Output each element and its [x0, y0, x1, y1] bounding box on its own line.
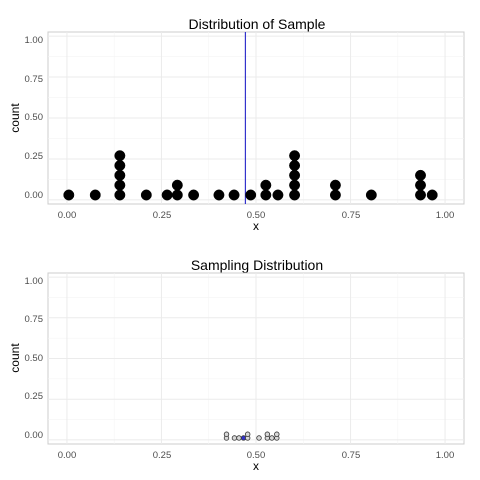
y-tick-label: 0.75	[25, 314, 44, 325]
gridlines	[48, 32, 464, 204]
x-tick-label: 0.50	[247, 450, 266, 461]
x-tick-labels: 0.00 0.25 0.50 0.75 1.00	[58, 450, 455, 461]
y-tick-label: 0.50	[25, 353, 44, 364]
data-dot	[171, 179, 183, 191]
data-dot	[264, 431, 271, 437]
data-dots	[223, 431, 280, 441]
data-dot	[188, 189, 200, 201]
data-dot	[329, 179, 341, 191]
data-dot	[161, 189, 173, 201]
x-tick-label: 0.75	[342, 450, 361, 461]
data-dot	[426, 189, 438, 201]
y-tick-label: 0.50	[25, 112, 44, 123]
data-dot	[213, 189, 225, 201]
chart-title: Distribution of Sample	[189, 16, 326, 32]
data-dot	[140, 189, 152, 201]
y-tick-label: 0.00	[25, 430, 44, 441]
data-dot	[415, 179, 426, 191]
x-axis-label: x	[253, 459, 259, 473]
data-dot	[274, 431, 280, 437]
data-dot	[228, 189, 240, 201]
data-dot	[272, 189, 284, 201]
data-dot	[329, 189, 341, 201]
x-tick-label: 0.75	[342, 210, 361, 221]
x-tick-label: 0.25	[153, 450, 172, 461]
y-tick-label: 0.00	[25, 190, 44, 201]
data-dot	[289, 169, 301, 181]
x-tick-label: 0.00	[58, 450, 77, 461]
data-dot	[171, 189, 183, 201]
y-tick-label: 1.00	[25, 35, 44, 46]
data-dot	[289, 150, 301, 162]
data-dot	[289, 179, 301, 191]
data-dot	[269, 435, 275, 441]
x-tick-labels: 0.00 0.25 0.50 0.75 1.00	[58, 210, 455, 221]
x-tick-label: 0.00	[58, 210, 77, 221]
data-dot	[63, 189, 75, 201]
data-dot	[114, 160, 126, 171]
y-axis-label: count	[8, 343, 22, 373]
x-tick-label: 0.50	[247, 210, 266, 221]
y-tick-label: 1.00	[25, 276, 44, 287]
data-dots	[63, 150, 438, 201]
data-dot	[114, 169, 126, 181]
data-dot	[260, 179, 272, 191]
x-tick-label: 1.00	[436, 450, 455, 461]
y-tick-label: 0.25	[25, 151, 44, 162]
y-tick-labels: 0.00 0.25 0.50 0.75 1.00	[25, 276, 44, 441]
chart-title: Sampling Distribution	[191, 257, 323, 273]
data-dot	[89, 189, 101, 201]
panel-distribution-of-sample: Distribution of Sample 0.00 0.25 0.50 0.…	[8, 16, 465, 233]
data-dot	[245, 189, 257, 201]
data-dot	[231, 435, 238, 441]
data-dot	[244, 431, 251, 437]
data-dot	[114, 189, 126, 201]
gridlines	[48, 273, 464, 444]
data-dot	[415, 169, 426, 181]
data-dot	[365, 189, 377, 201]
y-tick-label: 0.75	[25, 74, 44, 85]
data-dot	[260, 189, 272, 201]
data-dot	[415, 189, 426, 201]
data-dot	[289, 160, 301, 171]
data-dot	[289, 189, 301, 201]
data-dot	[114, 179, 126, 191]
y-tick-label: 0.25	[25, 391, 44, 402]
panel-sampling-distribution: Sampling Distribution 0.00 0.25 0.50 0.7…	[8, 257, 465, 473]
x-axis-label: x	[253, 219, 259, 233]
data-dot	[114, 150, 126, 162]
data-dot	[223, 431, 230, 437]
x-tick-label: 0.25	[153, 210, 172, 221]
y-tick-labels: 0.00 0.25 0.50 0.75 1.00	[25, 35, 44, 201]
data-dot	[236, 435, 242, 441]
y-axis-label: count	[8, 103, 22, 133]
x-tick-label: 1.00	[436, 210, 455, 221]
data-dot	[256, 435, 262, 441]
